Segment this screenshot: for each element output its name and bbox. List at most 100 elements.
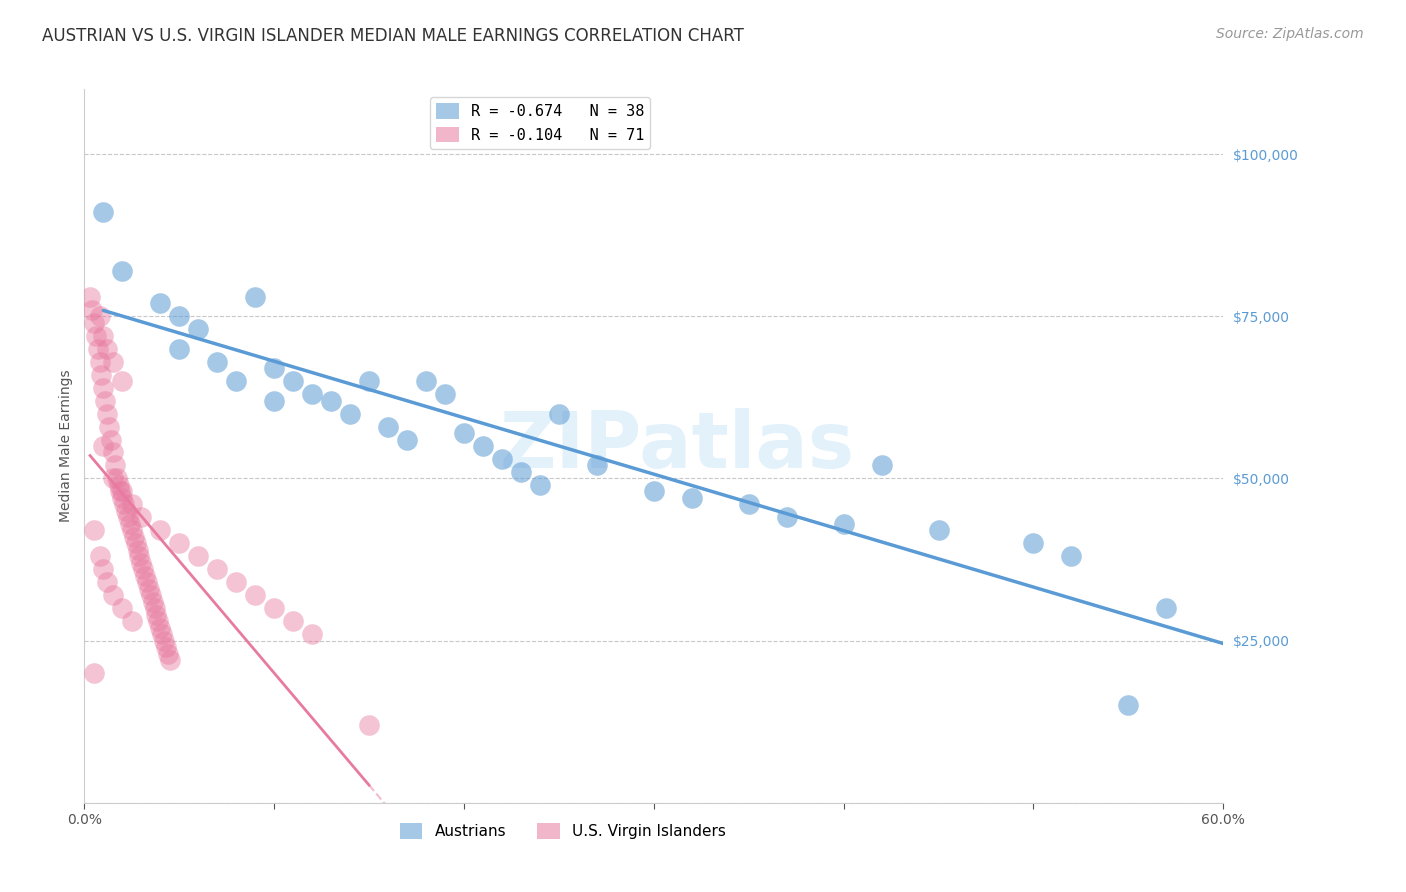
Point — [159, 653, 181, 667]
Point — [832, 516, 855, 531]
Point — [142, 595, 165, 609]
Point — [80, 302, 103, 317]
Point — [101, 471, 124, 485]
Point — [121, 524, 143, 538]
Point — [111, 264, 134, 278]
Point — [83, 524, 105, 538]
Point — [98, 419, 121, 434]
Point — [145, 607, 167, 622]
Point — [263, 601, 285, 615]
Point — [93, 562, 115, 576]
Point — [84, 328, 107, 343]
Point — [143, 601, 166, 615]
Point — [101, 354, 124, 368]
Point — [245, 290, 267, 304]
Point — [529, 478, 551, 492]
Point — [245, 588, 267, 602]
Point — [89, 310, 111, 324]
Y-axis label: Median Male Earnings: Median Male Earnings — [59, 369, 73, 523]
Point — [510, 465, 533, 479]
Point — [169, 342, 191, 356]
Point — [138, 582, 160, 596]
Point — [643, 484, 665, 499]
Point — [149, 296, 172, 310]
Point — [101, 445, 124, 459]
Point — [359, 718, 381, 732]
Point — [263, 361, 285, 376]
Point — [107, 478, 129, 492]
Point — [83, 316, 105, 330]
Point — [112, 497, 135, 511]
Point — [153, 633, 176, 648]
Point — [928, 524, 950, 538]
Point — [453, 425, 475, 440]
Text: ZIPatlas: ZIPatlas — [499, 408, 853, 484]
Point — [96, 407, 118, 421]
Point — [94, 393, 117, 408]
Point — [187, 549, 209, 564]
Point — [96, 575, 118, 590]
Point — [738, 497, 761, 511]
Point — [111, 484, 134, 499]
Point — [79, 290, 101, 304]
Point — [124, 536, 146, 550]
Point — [263, 393, 285, 408]
Point — [149, 621, 172, 635]
Point — [207, 562, 229, 576]
Point — [117, 510, 139, 524]
Point — [86, 342, 108, 356]
Point — [491, 452, 513, 467]
Point — [548, 407, 571, 421]
Point — [207, 354, 229, 368]
Point — [136, 575, 159, 590]
Point — [225, 575, 247, 590]
Point — [139, 588, 162, 602]
Point — [396, 433, 419, 447]
Point — [118, 516, 141, 531]
Point — [359, 374, 381, 388]
Point — [301, 387, 323, 401]
Point — [121, 497, 143, 511]
Point — [105, 471, 128, 485]
Point — [83, 666, 105, 681]
Point — [283, 374, 305, 388]
Point — [472, 439, 495, 453]
Point — [148, 614, 170, 628]
Point — [104, 458, 127, 473]
Point — [149, 524, 172, 538]
Point — [377, 419, 399, 434]
Point — [111, 601, 134, 615]
Point — [1060, 549, 1083, 564]
Point — [321, 393, 343, 408]
Point — [681, 491, 703, 505]
Point — [93, 439, 115, 453]
Point — [776, 510, 799, 524]
Point — [122, 530, 145, 544]
Text: Source: ZipAtlas.com: Source: ZipAtlas.com — [1216, 27, 1364, 41]
Point — [93, 381, 115, 395]
Point — [128, 549, 150, 564]
Point — [870, 458, 893, 473]
Point — [101, 588, 124, 602]
Point — [131, 510, 153, 524]
Point — [111, 374, 134, 388]
Point — [434, 387, 457, 401]
Point — [131, 556, 153, 570]
Point — [169, 536, 191, 550]
Point — [1156, 601, 1178, 615]
Point — [1022, 536, 1045, 550]
Legend: Austrians, U.S. Virgin Islanders: Austrians, U.S. Virgin Islanders — [394, 817, 733, 845]
Point — [100, 433, 122, 447]
Point — [415, 374, 437, 388]
Point — [90, 368, 112, 382]
Point — [150, 627, 173, 641]
Point — [586, 458, 609, 473]
Point — [89, 354, 111, 368]
Point — [127, 542, 149, 557]
Point — [225, 374, 247, 388]
Point — [1118, 698, 1140, 713]
Point — [283, 614, 305, 628]
Point — [187, 322, 209, 336]
Point — [96, 342, 118, 356]
Point — [134, 568, 156, 582]
